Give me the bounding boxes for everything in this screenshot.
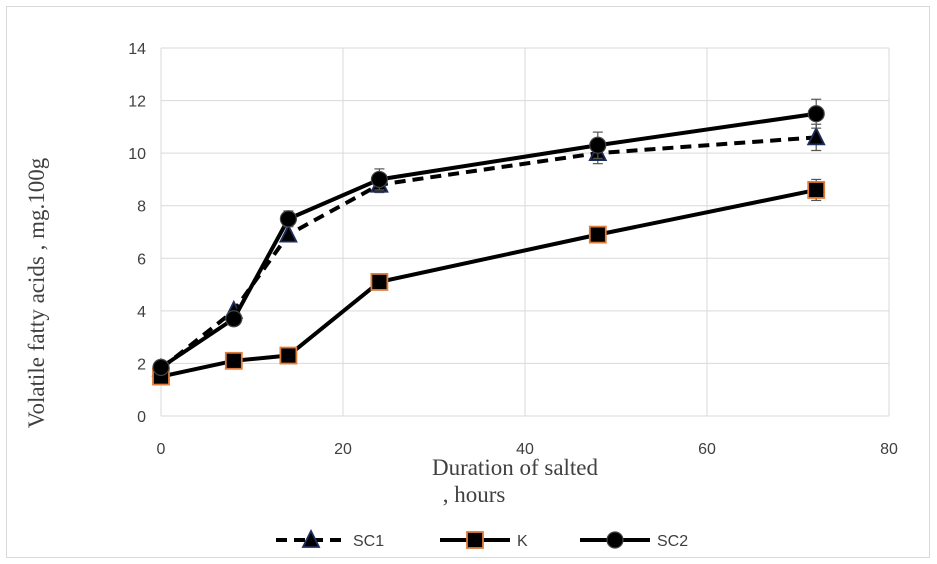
legend-marker	[466, 531, 484, 549]
legend-label: K	[517, 533, 528, 550]
legend: SC1 K SC2	[276, 528, 688, 550]
y-tick-label: 8	[137, 199, 146, 216]
legend-label: SC2	[657, 533, 688, 550]
data-point	[278, 223, 298, 243]
y-tick-label: 10	[128, 146, 146, 163]
y-tick-label: 14	[128, 41, 146, 58]
tick-labels: 0 2 4 6 8 10 12 14 0 20 40 60 80	[128, 41, 898, 458]
data-point	[152, 358, 170, 376]
series-line	[159, 111, 817, 370]
legend-marker	[301, 528, 321, 548]
data-point	[279, 210, 297, 228]
x-tick-label: 80	[880, 441, 898, 458]
y-tick-label: 4	[137, 304, 146, 321]
data-point	[588, 225, 607, 244]
data-point	[806, 126, 826, 146]
data-point	[807, 181, 826, 199]
data-point	[224, 351, 243, 370]
y-tick-label: 6	[137, 251, 146, 268]
data-point	[807, 105, 825, 123]
series-k	[152, 178, 826, 386]
y-tick-label: 12	[128, 94, 146, 111]
legend-item-sc2: SC2	[580, 531, 688, 550]
data-point	[589, 136, 607, 154]
x-tick-label: 40	[516, 441, 534, 458]
y-tick-label: 0	[137, 409, 146, 426]
data-point	[370, 273, 389, 291]
y-tick-label: 2	[137, 356, 146, 373]
data-point	[225, 310, 243, 328]
x-axis-title-line2: , hours	[443, 482, 506, 507]
x-tick-label: 60	[698, 441, 716, 458]
series-line	[160, 187, 817, 379]
legend-item-sc1: SC1	[276, 528, 384, 550]
data-point	[370, 170, 388, 189]
x-tick-label: 20	[334, 441, 352, 458]
series-line	[159, 135, 817, 371]
legend-marker	[606, 531, 624, 549]
series-layer	[151, 98, 826, 386]
y-axis-title: Volatile fatty acids , mg.100g	[24, 157, 49, 428]
x-axis-title-line1: Duration of salted	[432, 455, 599, 480]
x-tick-label: 0	[157, 441, 166, 458]
data-point	[279, 346, 298, 365]
series-sc2	[152, 98, 825, 376]
gridlines	[160, 47, 890, 417]
legend-item-k: K	[440, 531, 528, 550]
legend-label: SC1	[353, 533, 384, 550]
